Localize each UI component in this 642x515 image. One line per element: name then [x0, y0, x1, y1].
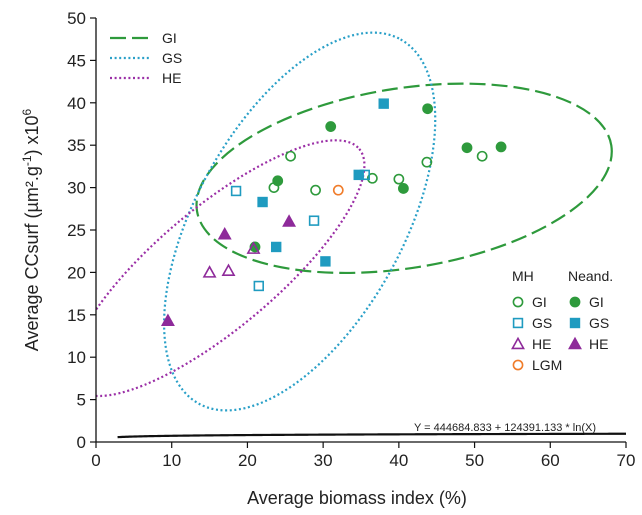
- y-tick-label: 30: [67, 179, 86, 198]
- legend-text-neand-gs: GS: [589, 315, 609, 331]
- legend-marker-mh-gi: [512, 296, 524, 308]
- point-gs-mh-2: [308, 215, 320, 226]
- point-gi-mh-6: [476, 150, 488, 162]
- point-gi-neand-2: [325, 121, 337, 132]
- y-tick-label: 20: [67, 263, 86, 282]
- legend-marker-mh-lgm: [512, 359, 524, 371]
- y-tick-label: 0: [77, 433, 86, 452]
- marker-legend: MH Neand. GI GI GS GS HE HE LGM: [511, 268, 613, 373]
- legend-label-gi: GI: [162, 30, 177, 46]
- legend-header-neand: Neand.: [568, 268, 613, 284]
- x-tick-label: 60: [541, 451, 560, 470]
- point-gi-mh-5: [421, 156, 433, 168]
- point-gi-mh-4: [393, 173, 405, 185]
- point-gi-neand-6: [495, 141, 507, 153]
- ellipse-gi: [195, 82, 613, 275]
- legend-marker-neand-gi: [569, 296, 581, 308]
- point-gi-neand-3: [397, 183, 409, 194]
- y-tick-label: 5: [77, 391, 86, 410]
- legend-header-mh: MH: [512, 268, 534, 284]
- point-gs-neand-2: [320, 256, 331, 267]
- y-tick-label: 45: [67, 51, 86, 70]
- x-axis-title: Average biomass index (%): [247, 488, 467, 508]
- x-tick-label: 10: [162, 451, 181, 470]
- point-he-mh-2: [246, 241, 261, 254]
- regression-equation: Y = 444684.833 + 124391.133 * ln(X): [414, 422, 596, 434]
- point-gs-mh-0: [230, 185, 242, 197]
- point-gs-neand-4: [378, 98, 389, 109]
- point-gi-neand-1: [272, 175, 284, 187]
- point-gs-neand-1: [270, 241, 282, 253]
- point-gs-neand-3: [353, 169, 364, 181]
- y-axis-title-exp: 6: [20, 108, 34, 115]
- legend-text-mh-gs: GS: [532, 315, 552, 331]
- ellipse-legend: GI GS HE: [110, 30, 182, 86]
- y-tick-label: 15: [67, 306, 86, 325]
- point-gi-mh-2: [310, 184, 321, 196]
- legend-text-neand-he: HE: [589, 336, 608, 352]
- legend-text-mh-lgm: LGM: [532, 357, 562, 373]
- legend-label-gs: GS: [162, 50, 182, 66]
- legend-text-mh-he: HE: [532, 336, 551, 352]
- legend-marker-neand-gs: [569, 317, 581, 329]
- legend-marker-mh-he: [511, 336, 525, 350]
- points-layer: [160, 98, 507, 327]
- point-he-mh-0: [202, 265, 217, 278]
- point-he-neand-1: [217, 226, 232, 240]
- y-tick-label: 50: [67, 9, 86, 28]
- point-he-mh-1: [221, 263, 236, 276]
- y-axis-title-sup: -1: [20, 155, 34, 166]
- point-he-neand-0: [160, 313, 175, 327]
- point-gi-mh-3: [366, 172, 378, 184]
- legend-text-neand-gi: GI: [589, 294, 604, 310]
- legend-marker-mh-gs: [512, 317, 524, 329]
- x-tick-label: 20: [238, 451, 257, 470]
- point-gi-mh-1: [285, 150, 296, 162]
- y-axis-title-main: Average CCsurf (µm².g: [22, 166, 42, 351]
- point-he-neand-2: [282, 214, 297, 227]
- ellipse-layer: [96, 31, 613, 412]
- y-tick-label: 10: [67, 348, 86, 367]
- point-lgm-mh-0: [332, 184, 344, 196]
- y-tick-label: 35: [67, 136, 86, 155]
- ticks: 0 10 20 30 40 50 60 70 0 5 10 15 20 25 30 35 40 45 50: [67, 9, 635, 470]
- ellipse-gs: [163, 31, 437, 412]
- x-tick-label: 40: [389, 451, 408, 470]
- point-gs-mh-1: [253, 280, 264, 292]
- y-tick-label: 25: [67, 221, 86, 240]
- point-gs-neand-0: [257, 196, 268, 208]
- legend-text-mh-gi: GI: [532, 294, 547, 310]
- x-tick-label: 70: [617, 451, 636, 470]
- regression-layer: [117, 432, 626, 439]
- legend-label-he: HE: [162, 70, 181, 86]
- ellipse-he: [96, 139, 366, 398]
- y-axis-title: Average CCsurf (µm².g-1) x106: [20, 108, 42, 351]
- point-gi-neand-5: [461, 142, 473, 154]
- point-gi-neand-4: [422, 103, 434, 115]
- x-tick-label: 0: [91, 451, 100, 470]
- legend-marker-neand-he: [568, 336, 582, 350]
- x-tick-label: 50: [465, 451, 484, 470]
- y-axis-title-mid: ) x10: [22, 115, 42, 155]
- x-tick-label: 30: [314, 451, 333, 470]
- regression-curve: [117, 432, 626, 439]
- y-tick-label: 40: [67, 94, 86, 113]
